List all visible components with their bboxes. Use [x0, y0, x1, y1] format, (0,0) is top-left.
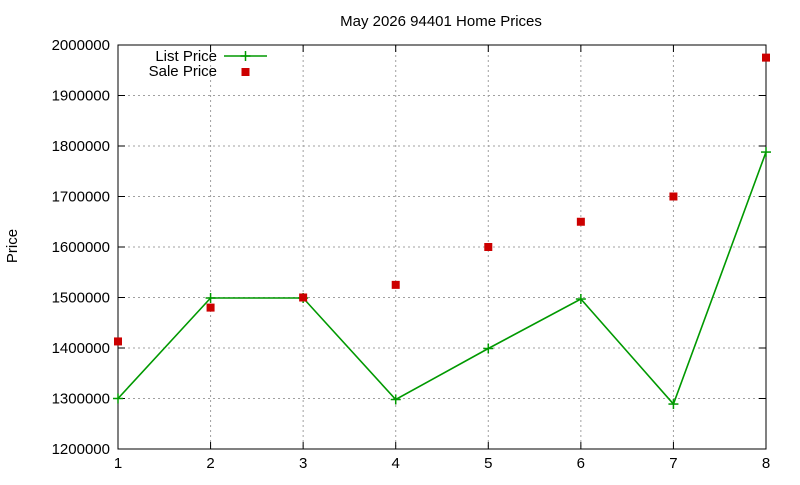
sale-price-point [206, 303, 215, 312]
sale-price-point [391, 280, 400, 289]
sale-price-point [484, 243, 493, 251]
list-price-point [575, 294, 586, 305]
legend-label-list-price: List Price [155, 48, 217, 65]
y-tick-label: 1300000 [52, 391, 110, 408]
sale-price-point [114, 337, 122, 346]
sale-price-point [762, 53, 770, 62]
y-tick-label: 1200000 [52, 441, 110, 458]
list-price-point [390, 394, 401, 405]
legend-label-sale-price: Sale Price [149, 63, 217, 80]
list-price-point [668, 399, 679, 410]
x-tick-label: 7 [669, 455, 677, 472]
y-axis-label: Price [4, 229, 21, 263]
list-price-line [117, 151, 767, 406]
axes: 1200000 1300000 1400000 1500000 1600000 17000… [52, 37, 771, 472]
legend-marker-list-price [240, 51, 251, 61]
list-price-point [205, 293, 216, 304]
y-tick-label: 1800000 [52, 138, 110, 155]
grid [118, 45, 766, 449]
x-tick-label: 8 [762, 455, 770, 472]
sale-price-point [299, 293, 308, 302]
sale-price-point [669, 192, 678, 201]
x-tick-label: 3 [299, 455, 307, 472]
series [113, 53, 771, 410]
list-price-point [761, 147, 771, 158]
y-tick-label: 1600000 [52, 239, 110, 256]
sale-price-point [576, 217, 585, 226]
y-tick-label: 1500000 [52, 290, 110, 307]
list-price-point [483, 343, 494, 354]
y-tick-label: 1900000 [52, 88, 110, 105]
y-tick-label: 1400000 [52, 340, 110, 357]
y-tick-label: 1700000 [52, 189, 110, 206]
x-tick-label: 2 [206, 455, 214, 472]
x-tick-label: 5 [484, 455, 492, 472]
y-tick-label: 2000000 [52, 37, 110, 54]
x-tick-label: 1 [114, 455, 122, 472]
chart-title: May 2026 94401 Home Prices [340, 13, 542, 30]
x-tick-label: 4 [392, 455, 400, 472]
list-price-point [113, 393, 123, 404]
legend-marker-sale-price [241, 68, 250, 76]
x-tick-label: 6 [577, 455, 585, 472]
